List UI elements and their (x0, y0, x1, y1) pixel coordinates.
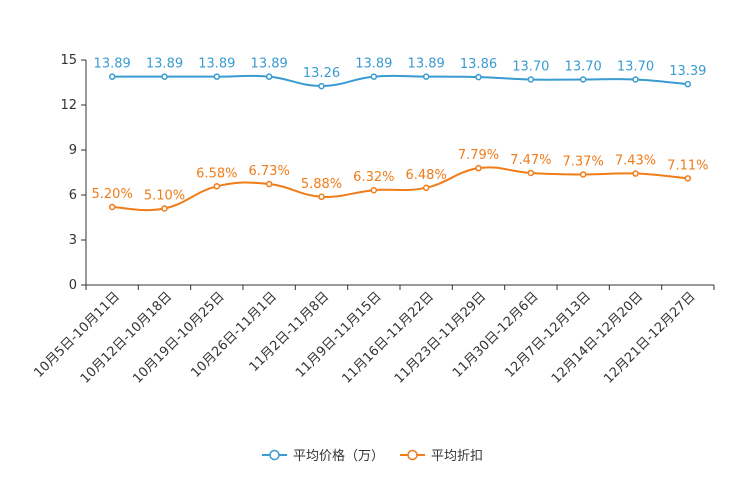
x-tick-label: 11月23日-11月29日 (392, 289, 489, 386)
y-tick-label: 15 (60, 53, 77, 68)
x-tick-label: 10月5日-10月11日 (31, 289, 123, 381)
series-line (112, 166, 688, 212)
legend-label: 平均价格（万） (293, 448, 384, 464)
data-point[interactable] (265, 180, 273, 188)
series-average-discount: 5.20% 5.10% 6.58% 6.73% 5.88% 6.32% 6.48% 7.79%… (92, 148, 708, 212)
data-label: 6.48% (406, 168, 447, 183)
data-label: 7.47% (510, 153, 551, 168)
x-tick-label: 10月12日-10月18日 (78, 289, 175, 386)
data-label: 5.88% (301, 177, 342, 192)
y-tick-label: 6 (69, 188, 77, 203)
data-label: 6.73% (249, 164, 290, 179)
data-point[interactable] (161, 205, 168, 212)
data-label: 6.32% (353, 170, 394, 185)
data-point[interactable] (579, 76, 587, 83)
data-point[interactable] (632, 170, 639, 177)
x-axis-ticks: 10月5日-10月11日10月12日-10月18日10月19日-10月25日10… (31, 285, 715, 387)
data-point[interactable] (422, 184, 430, 192)
data-label: 13.86 (460, 57, 497, 72)
data-point[interactable] (370, 186, 378, 194)
data-point[interactable] (632, 76, 639, 83)
data-label: 13.89 (198, 57, 235, 72)
series-average-price: 13.89 13.89 13.89 13.89 13.26 13.89 13.89 13.86… (94, 57, 706, 90)
data-label: 7.11% (667, 158, 708, 173)
y-tick-label: 9 (69, 143, 77, 158)
data-label: 5.20% (92, 187, 133, 202)
legend-marker-icon (269, 449, 280, 461)
y-axis-ticks: 0 3 6 9 12 15 (60, 53, 86, 293)
data-point[interactable] (318, 193, 325, 201)
data-label: 7.43% (615, 154, 656, 169)
series-line (112, 74, 688, 88)
data-point[interactable] (108, 73, 116, 80)
x-tick-label: 11月16日-11月22日 (340, 289, 437, 386)
data-point[interactable] (527, 76, 535, 83)
data-point[interactable] (684, 175, 692, 182)
data-label: 13.70 (512, 60, 549, 75)
data-label: 13.89 (146, 57, 183, 72)
data-label: 5.10% (144, 189, 185, 204)
legend-item-average-price[interactable]: 平均价格（万） (262, 448, 384, 464)
legend-marker-icon (407, 449, 418, 461)
data-point[interactable] (161, 73, 168, 80)
y-tick-label: 12 (60, 98, 77, 113)
data-label: 13.89 (408, 57, 445, 72)
data-point[interactable] (684, 80, 692, 88)
x-tick-label: 12月21日-12月27日 (601, 289, 698, 386)
data-label: 13.89 (251, 57, 288, 72)
data-point[interactable] (527, 169, 535, 177)
data-point[interactable] (318, 82, 325, 90)
legend-label: 平均折扣 (431, 449, 483, 464)
data-label: 13.89 (94, 57, 131, 72)
series-layer: 13.89 13.89 13.89 13.89 13.26 13.89 13.89 13.86… (92, 57, 708, 212)
data-point[interactable] (475, 73, 482, 81)
x-tick-label: 10月19日-10月25日 (130, 289, 227, 386)
data-label: 7.79% (458, 148, 499, 163)
x-tick-label: 12月14日-12月20日 (549, 289, 646, 386)
y-tick-label: 3 (69, 233, 77, 248)
legend-item-average-discount[interactable]: 平均折扣 (400, 449, 483, 464)
data-label: 13.89 (355, 57, 392, 72)
data-point[interactable] (475, 164, 482, 172)
legend[interactable]: 平均价格（万） 平均折扣 (262, 448, 483, 464)
data-point[interactable] (370, 73, 378, 80)
data-point[interactable] (265, 73, 273, 80)
y-tick-label: 0 (69, 278, 77, 293)
data-point[interactable] (213, 73, 221, 80)
data-point[interactable] (108, 203, 116, 211)
data-point[interactable] (579, 171, 587, 178)
data-label: 13.70 (565, 60, 602, 75)
data-point[interactable] (213, 183, 221, 190)
data-label: 13.39 (669, 64, 706, 79)
data-label: 13.70 (617, 60, 654, 75)
data-label: 13.26 (303, 66, 340, 81)
data-label: 6.58% (196, 166, 237, 181)
data-label: 7.37% (563, 154, 604, 169)
data-point[interactable] (422, 73, 430, 80)
